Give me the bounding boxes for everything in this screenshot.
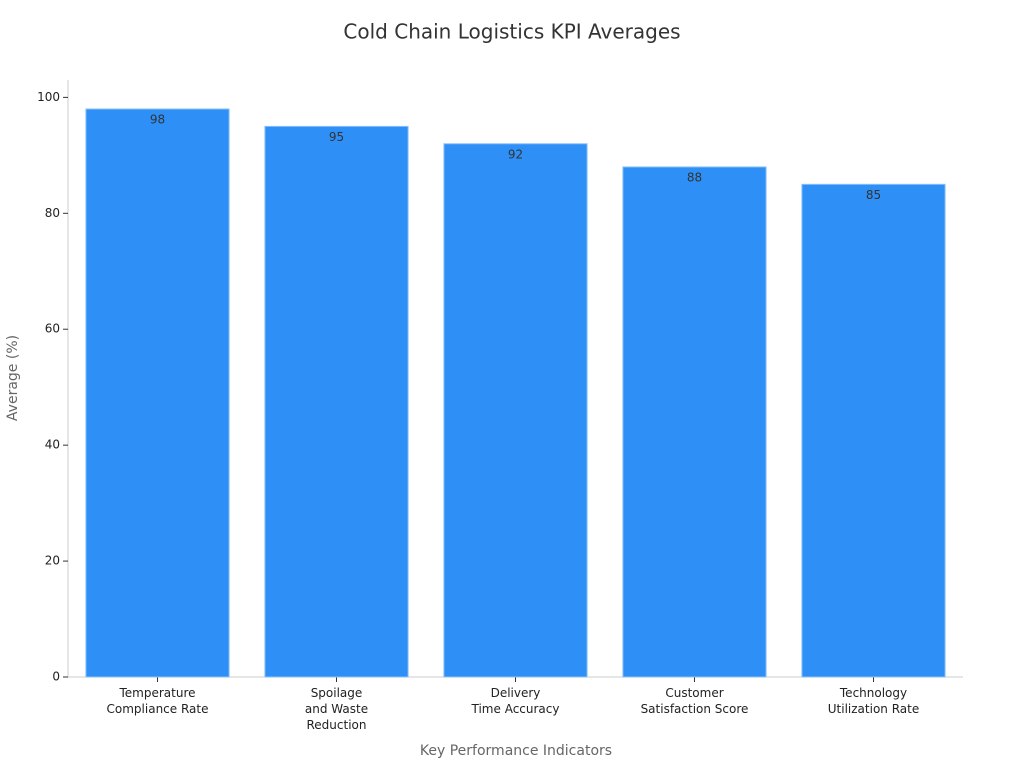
y-tick-label: 100 <box>37 90 60 104</box>
x-tick-label: Temperature Compliance Rate <box>107 686 209 716</box>
y-tick-label: 80 <box>45 206 60 220</box>
value-label: 95 <box>329 130 344 144</box>
x-tick-label: Technology Utilization Rate <box>828 686 919 716</box>
bar <box>85 108 230 678</box>
value-label: 85 <box>866 188 881 202</box>
value-label: 88 <box>687 170 702 184</box>
y-tick-label: 20 <box>45 554 60 568</box>
x-axis-label: Key Performance Indicators <box>420 743 612 759</box>
y-axis-label: Average (%) <box>5 335 21 421</box>
y-tick-label: 0 <box>52 670 60 684</box>
x-tick-label: Customer Satisfaction Score <box>641 686 749 716</box>
y-tick-label: 60 <box>45 322 60 336</box>
bar <box>443 143 588 678</box>
bar <box>264 125 409 678</box>
value-label: 92 <box>508 147 523 161</box>
x-tick-label: Delivery Time Accuracy <box>471 686 560 716</box>
bar <box>801 183 946 678</box>
bar <box>622 166 767 678</box>
value-label: 98 <box>150 112 165 126</box>
y-tick-label: 40 <box>45 438 60 452</box>
x-tick-label: Spoilage and Waste Reduction <box>305 686 368 732</box>
chart-title: Cold Chain Logistics KPI Averages <box>343 20 680 44</box>
